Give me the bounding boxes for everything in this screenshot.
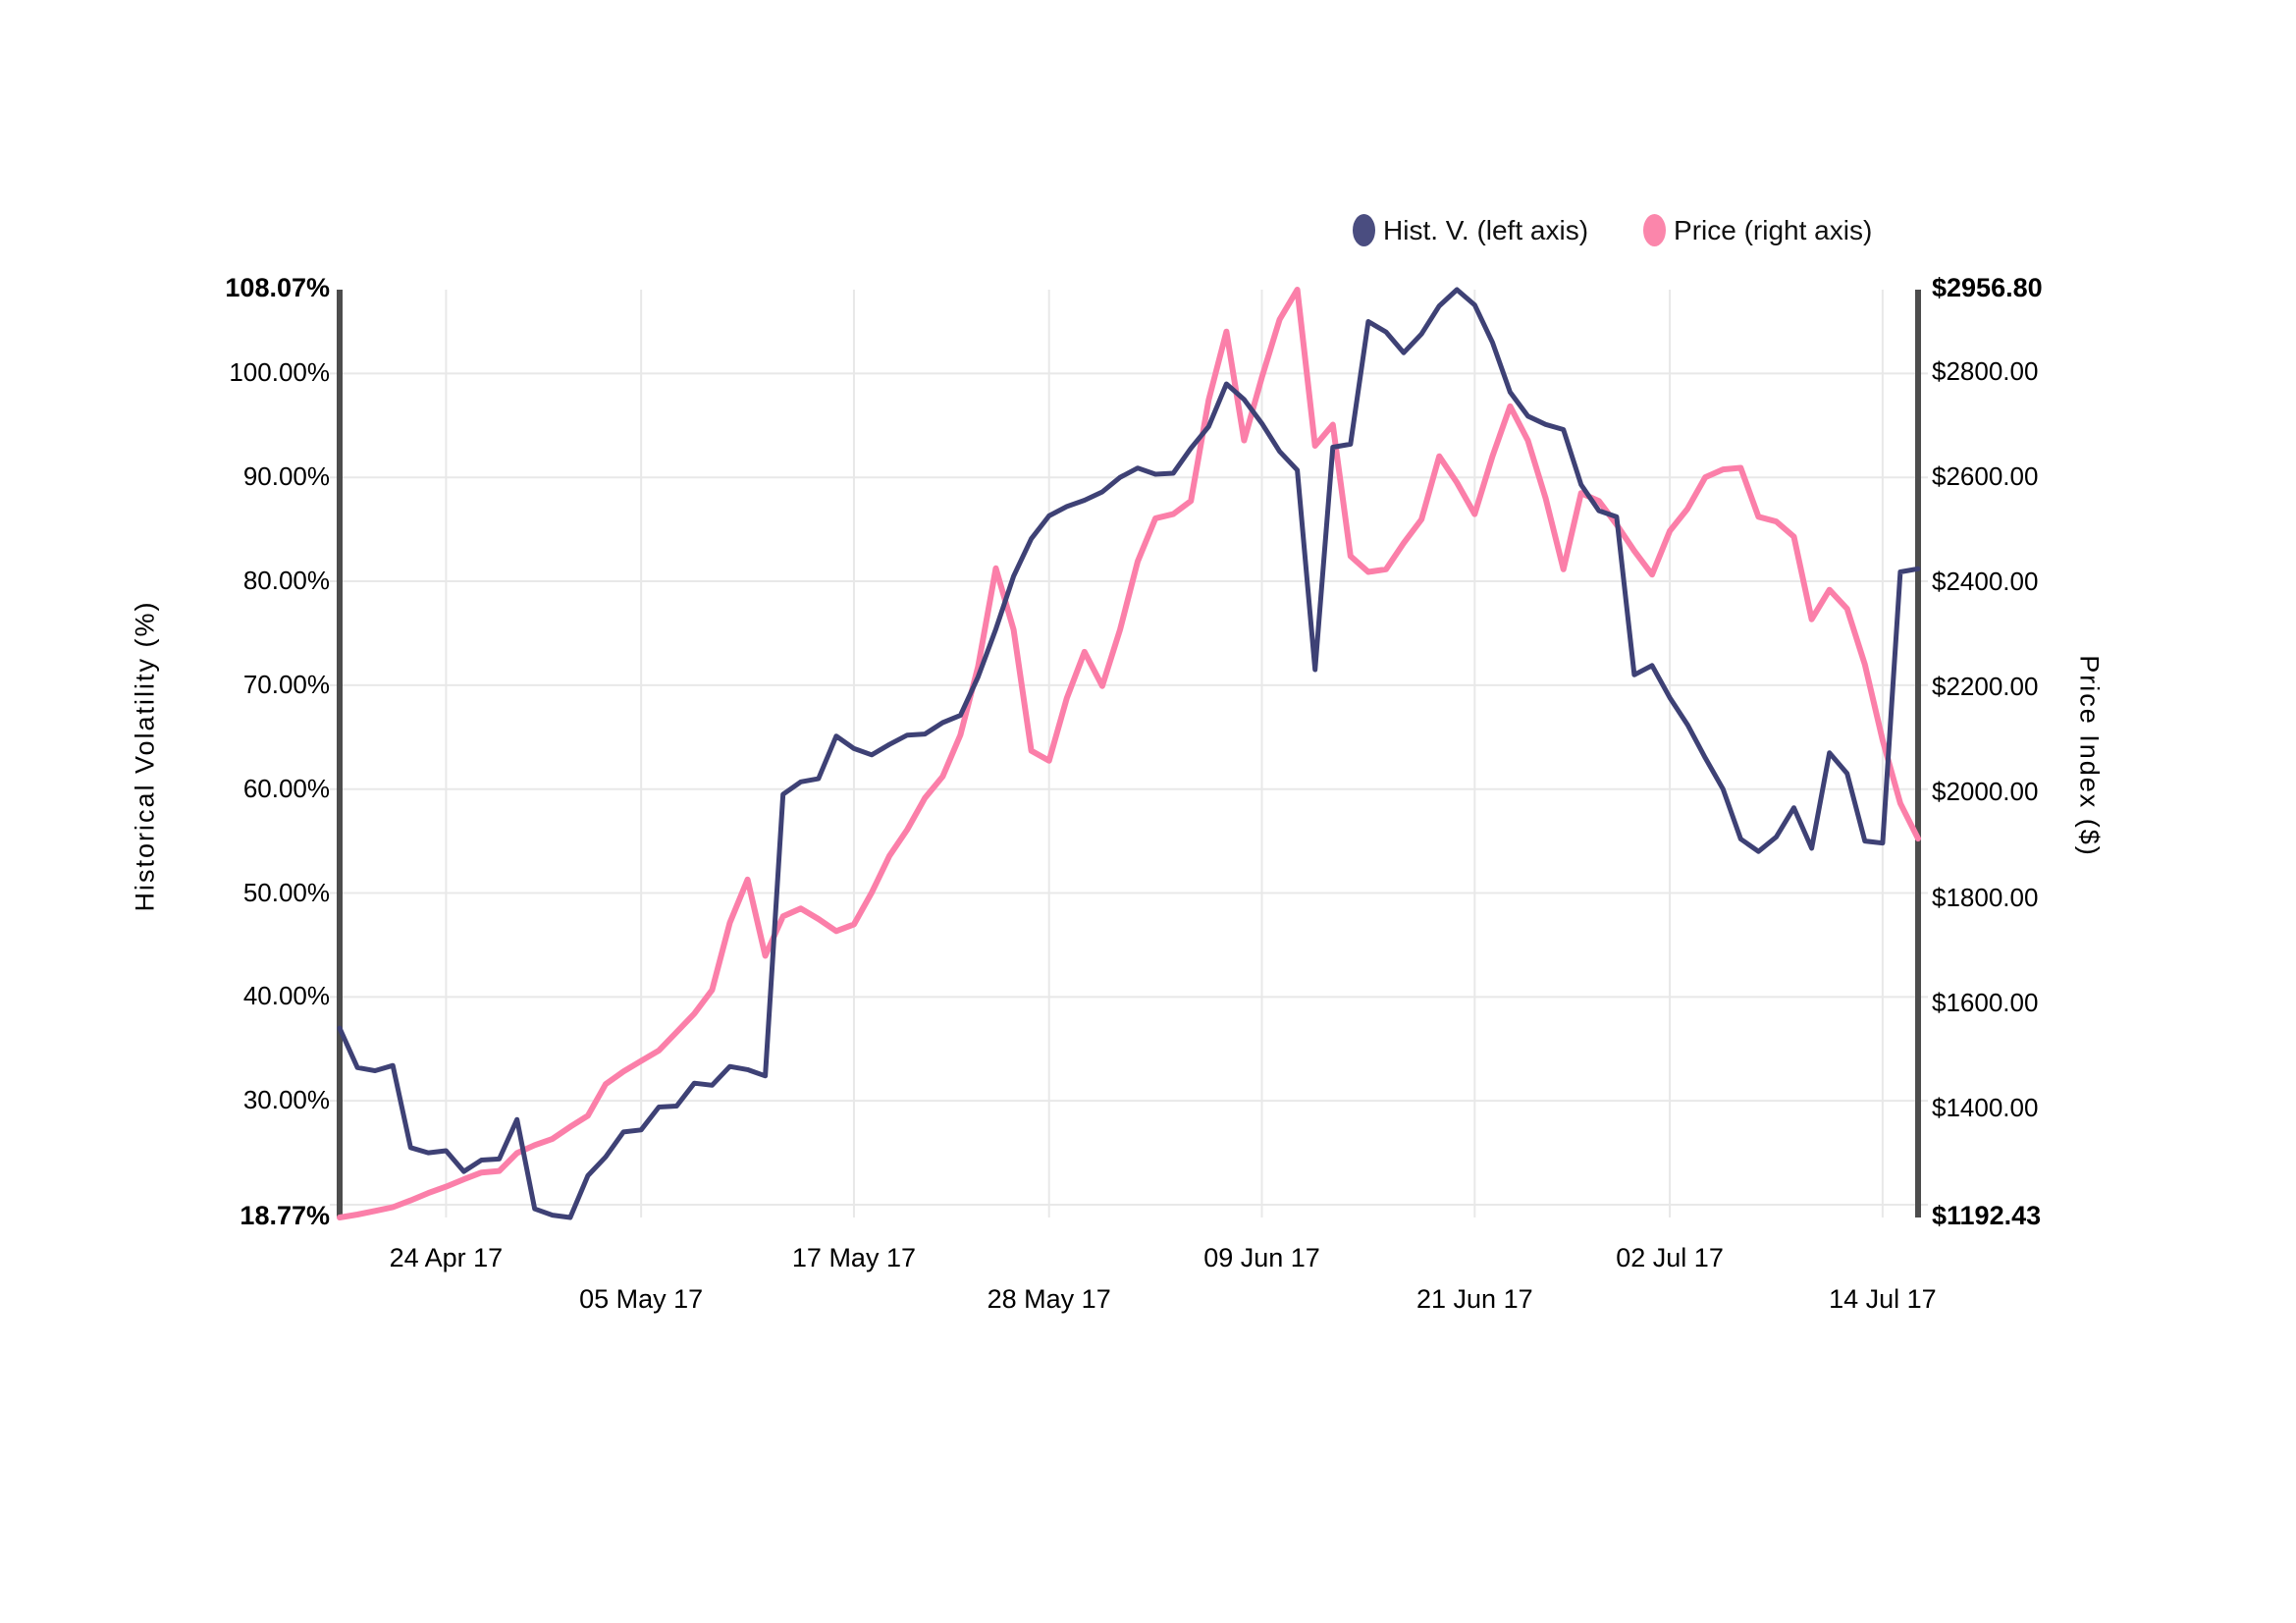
price-line — [337, 287, 1921, 1220]
left-axis-tick-label: 40.00% — [242, 981, 330, 1011]
x-axis-tick-label: 14 Jul 17 — [1829, 1284, 1937, 1314]
legend-item-price: Price (right axis) — [1643, 214, 1872, 246]
left-axis-tick-label: 90.00% — [242, 461, 330, 492]
left-axis-tick-label: 60.00% — [242, 773, 330, 803]
hist-v-legend-dot-icon — [1353, 214, 1375, 246]
right-axis-tick-label: $2600.00 — [1932, 461, 2039, 492]
x-axis-tick-label: 09 Jun 17 — [1203, 1243, 1320, 1272]
x-axis-tick-label: 28 May 17 — [987, 1284, 1111, 1314]
right-axis-tick-label: $2400.00 — [1932, 567, 2039, 597]
left-axis-tick-label: 80.00% — [242, 566, 330, 596]
price-legend-label: Price (right axis) — [1674, 214, 1873, 245]
x-axis-tick-label: 17 May 17 — [791, 1243, 916, 1272]
right-axis-tick-label: $1400.00 — [1932, 1092, 2039, 1122]
right-axis-tick-label: $1800.00 — [1932, 882, 2039, 912]
legend-item-hist-v: Hist. V. (left axis) — [1353, 214, 1588, 246]
price-legend-dot-icon — [1643, 214, 1667, 246]
x-axis-tick-label: 24 Apr 17 — [389, 1243, 504, 1272]
hist-v-line — [337, 287, 1921, 1220]
x-axis-tick-label: 05 May 17 — [579, 1284, 704, 1314]
left-axis-max-label: 108.07% — [225, 273, 330, 302]
left-axis-tick-label: 70.00% — [242, 669, 330, 699]
chart-legend: Hist. V. (left axis) Price (right axis) — [1353, 214, 1872, 246]
left-axis-tick-label: 50.00% — [242, 877, 330, 907]
right-axis-min-label: $1192.43 — [1932, 1201, 2042, 1230]
right-axis-tick-label: $1600.00 — [1932, 987, 2039, 1017]
left-axis-tick-label: 30.00% — [242, 1085, 330, 1115]
right-axis-tick-label: $2000.00 — [1932, 777, 2039, 807]
left-axis-title: Historical Volatility (%) — [130, 600, 160, 912]
left-axis-min-label: 18.77% — [240, 1201, 330, 1230]
left-axis-tick-label: 100.00% — [229, 357, 330, 388]
x-axis-tick-label: 02 Jul 17 — [1616, 1243, 1724, 1272]
x-axis-tick-label: 21 Jun 17 — [1416, 1284, 1533, 1314]
right-axis-max-label: $2956.80 — [1932, 273, 2043, 302]
hist-v-legend-label: Hist. V. (left axis) — [1383, 214, 1589, 245]
right-axis-spine — [1915, 290, 1921, 1217]
right-axis-tick-label: $2200.00 — [1932, 672, 2039, 702]
right-axis-tick-label: $2800.00 — [1932, 355, 2039, 386]
left-axis-spine — [337, 290, 343, 1217]
